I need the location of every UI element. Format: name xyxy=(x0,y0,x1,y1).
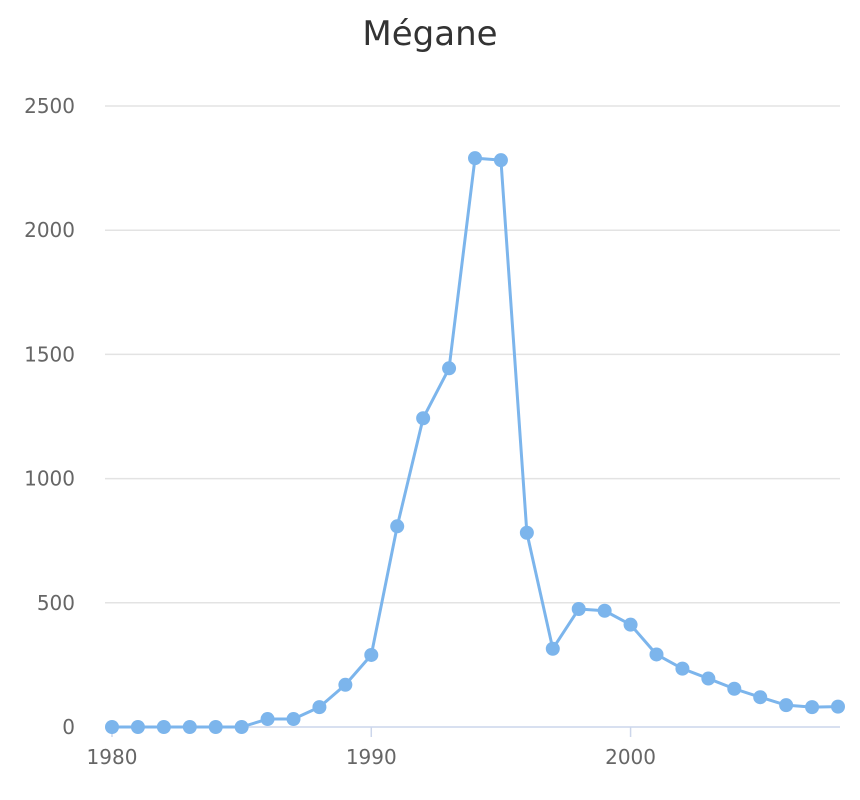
data-point[interactable] xyxy=(675,661,690,676)
data-point[interactable] xyxy=(182,720,197,734)
data-point[interactable] xyxy=(390,519,405,534)
y-tick-label: 2500 xyxy=(24,94,75,118)
x-tick-label: 1990 xyxy=(346,745,397,769)
data-point[interactable] xyxy=(493,153,508,168)
y-tick-label: 500 xyxy=(37,591,75,615)
data-point[interactable] xyxy=(130,720,145,734)
y-tick-label: 1000 xyxy=(24,467,75,491)
data-point[interactable] xyxy=(571,602,586,617)
x-tick-label: 1980 xyxy=(87,745,138,769)
data-point[interactable] xyxy=(831,699,845,714)
x-axis-labels: 1980 1990 2000 xyxy=(87,745,656,769)
data-point[interactable] xyxy=(805,700,820,715)
data-point[interactable] xyxy=(338,677,353,692)
y-tick-label: 1500 xyxy=(24,342,75,366)
series-line xyxy=(112,156,839,729)
data-point[interactable] xyxy=(416,411,431,426)
data-point[interactable] xyxy=(208,720,223,734)
data-point[interactable] xyxy=(156,720,171,734)
data-point[interactable] xyxy=(779,698,794,713)
data-point[interactable] xyxy=(597,603,612,618)
y-tick-label: 2000 xyxy=(24,218,75,242)
data-point[interactable] xyxy=(234,720,249,734)
gridlines xyxy=(105,105,840,604)
data-point[interactable] xyxy=(649,647,664,662)
x-tick-label: 2000 xyxy=(605,745,656,769)
data-point[interactable] xyxy=(312,700,327,715)
data-point[interactable] xyxy=(105,720,119,734)
data-point[interactable] xyxy=(701,671,716,686)
data-point[interactable] xyxy=(442,361,457,376)
series xyxy=(105,151,845,734)
data-point[interactable] xyxy=(727,681,742,696)
data-point[interactable] xyxy=(286,712,301,727)
y-axis-labels: 0 500 1000 1500 2000 2500 xyxy=(24,94,75,739)
data-point[interactable] xyxy=(364,647,379,662)
data-point[interactable] xyxy=(753,690,768,705)
y-tick-label: 0 xyxy=(62,715,75,739)
data-point[interactable] xyxy=(545,641,560,656)
data-point[interactable] xyxy=(623,617,638,632)
data-point[interactable] xyxy=(468,151,482,166)
data-point[interactable] xyxy=(260,712,275,727)
chart-title: Mégane xyxy=(362,14,498,54)
data-point[interactable] xyxy=(519,525,534,540)
